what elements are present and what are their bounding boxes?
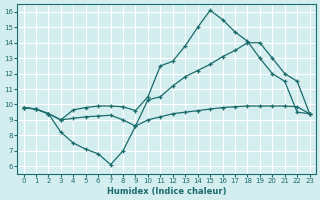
X-axis label: Humidex (Indice chaleur): Humidex (Indice chaleur)	[107, 187, 226, 196]
